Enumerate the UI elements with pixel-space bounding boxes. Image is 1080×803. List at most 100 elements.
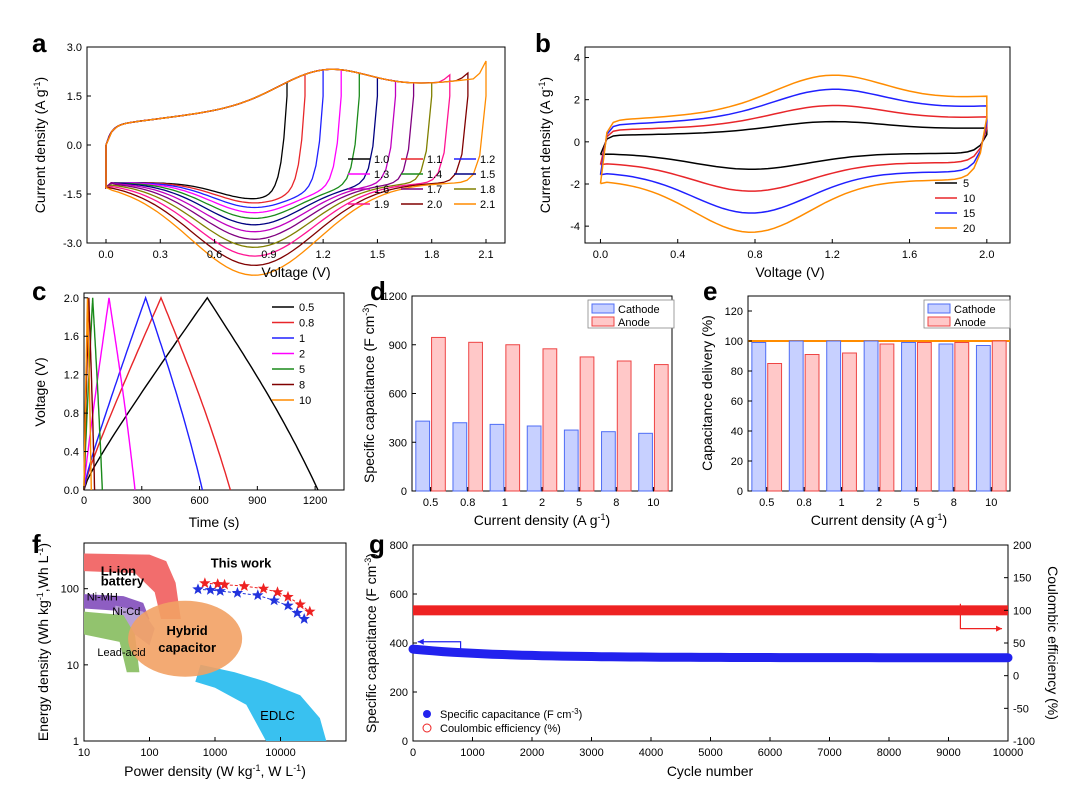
legend-label: Anode xyxy=(618,317,650,329)
y-axis-label-d: Specific capacitance (F cm-3) xyxy=(361,303,377,483)
y-tick-label: 0 xyxy=(574,137,580,149)
cv-curve-1.7 xyxy=(105,68,415,240)
region-label: battery xyxy=(101,574,145,589)
y-ticks-b: -4 -2 0 2 4 xyxy=(570,53,589,233)
legend-c: 0.5 0.8 1 2 5 8 10 xyxy=(272,302,314,407)
x-tick-label: 10000 xyxy=(265,747,296,759)
y-tick-label: 40 xyxy=(731,426,743,438)
y-tick-label: 1.6 xyxy=(64,331,79,343)
panel-label-a: a xyxy=(32,28,47,58)
cv-curve-1.0 xyxy=(105,81,288,200)
cv-curves-b xyxy=(599,74,988,233)
x-tick-label: 2 xyxy=(876,497,882,509)
region-li-ion xyxy=(84,553,181,619)
x-tick-label: 0.0 xyxy=(593,249,608,261)
this-work-star-blue xyxy=(231,586,244,598)
x-axis-label-e: Current density (A g-1) xyxy=(811,512,947,528)
x-tick-label: 10 xyxy=(985,497,997,509)
x-tick-label: 8000 xyxy=(877,747,901,759)
legend-label: 1.6 xyxy=(374,184,389,196)
specific-capacitance-band xyxy=(408,644,1013,663)
x-axis-label-c: Time (s) xyxy=(189,514,240,530)
panel-label-f: f xyxy=(32,529,41,559)
y-tick-label: 20 xyxy=(731,456,743,468)
bar-anode-10 xyxy=(653,364,669,492)
plot-frame-a xyxy=(86,46,506,244)
region-label: Ni-MH xyxy=(87,591,118,603)
x-tick-label: 5000 xyxy=(698,747,722,759)
x-tick-label: 600 xyxy=(190,495,208,507)
x-tick-label: 5 xyxy=(913,497,919,509)
y-axis-label-g: Specific capacitance (F cm-3) xyxy=(363,553,379,733)
x-axis-label-g: Cycle number xyxy=(667,763,754,779)
bar-cathode-5 xyxy=(563,429,579,492)
y2-ticks-g: -100 -50 0 50 100 150 200 xyxy=(1004,540,1035,748)
legend-label: 8 xyxy=(299,380,305,392)
arrowhead-right xyxy=(996,625,1003,632)
bar-anode-0.5 xyxy=(767,363,783,492)
x-tick-label: 8 xyxy=(613,497,619,509)
legend-label: 1 xyxy=(299,333,305,345)
y2-tick-label: -100 xyxy=(1013,736,1035,748)
this-work-star-red xyxy=(212,578,224,589)
y-tick-label: 600 xyxy=(390,589,408,601)
coulombic-efficiency-band xyxy=(413,605,1008,616)
y-tick-label: 0.4 xyxy=(64,447,79,459)
cv-curve-5 xyxy=(599,120,988,170)
this-work-star-blue xyxy=(214,585,226,596)
plot-frame-b xyxy=(584,46,1011,244)
y2-tick-label: 50 xyxy=(1013,638,1025,650)
bar-anode-2 xyxy=(879,343,895,492)
y-tick-label: 300 xyxy=(389,437,407,449)
x-tick-label: 1200 xyxy=(303,495,327,507)
y-tick-label: 2.0 xyxy=(64,293,79,305)
legend-g: Specific capacitance (F cm-3) Coulombic e… xyxy=(422,707,582,735)
legend-label: 10 xyxy=(963,193,975,205)
arrow-to-right-axis xyxy=(959,603,1003,630)
y-tick-label: 100 xyxy=(61,584,79,596)
x-tick-label: 7000 xyxy=(817,747,841,759)
x-tick-label: 2.1 xyxy=(478,249,493,261)
x-axis-label-b: Voltage (V) xyxy=(755,264,824,280)
legend-label: Anode xyxy=(954,317,986,329)
y2-tick-label: -50 xyxy=(1013,703,1029,715)
y2-tick-label: 200 xyxy=(1013,540,1031,552)
legend-label: 20 xyxy=(963,223,975,235)
legend-label-capacitance: Specific capacitance (F cm-3) xyxy=(440,707,582,721)
x-tick-label: 0.8 xyxy=(796,497,811,509)
x-axis-label-d: Current density (A g-1) xyxy=(474,512,610,528)
y-tick-label: 4 xyxy=(574,53,580,65)
x-tick-label: 0.4 xyxy=(670,249,685,261)
y-tick-label: 400 xyxy=(390,638,408,650)
y-axis-label-a: Current density (A g-1) xyxy=(32,77,48,213)
this-work-star-blue xyxy=(252,589,264,601)
bar-anode-1 xyxy=(842,352,857,492)
x-tick-label: 1.5 xyxy=(370,249,385,261)
legend-swatch xyxy=(591,316,615,327)
x-tick-label: 4000 xyxy=(639,747,663,759)
this-work-star-red xyxy=(282,590,294,602)
region-lead-acid xyxy=(84,611,140,673)
x-ticks-c: 0 300 600 900 1200 xyxy=(81,486,327,507)
y-axis-label-c: Voltage (V) xyxy=(32,357,48,426)
bar-cathode-0.5 xyxy=(751,342,767,492)
legend-label: 1.1 xyxy=(427,154,442,166)
this-work-star-red xyxy=(304,605,316,617)
bar-anode-5 xyxy=(916,342,932,492)
cv-curve-20 xyxy=(599,74,988,233)
legend-label: 1.3 xyxy=(374,169,389,181)
bar-anode-2 xyxy=(542,348,558,492)
legend-label: Cathode xyxy=(618,304,660,316)
x-tick-label: 100 xyxy=(140,747,158,759)
this-work-star-red xyxy=(218,578,231,590)
legend-marker-efficiency xyxy=(422,723,432,733)
x-axis-label-a: Voltage (V) xyxy=(261,264,330,280)
panel-g: g 0 1000 2000 3000 4000 5000 6000 7000 8000 9000 1… xyxy=(363,529,1061,779)
y-ticks-g: 0 200 400 600 800 xyxy=(390,540,417,748)
this-work-star-blue xyxy=(282,599,294,611)
legend-swatch xyxy=(927,303,951,314)
y2-tick-label: 150 xyxy=(1013,573,1031,585)
this-work-star-blue xyxy=(298,613,310,624)
